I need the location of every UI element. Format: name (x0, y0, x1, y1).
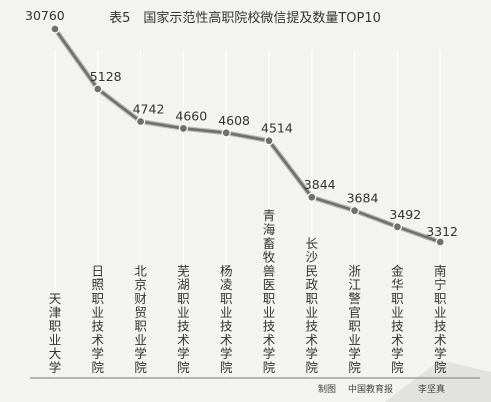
category-label: 青海畜牧兽医职业技术学院 (263, 208, 276, 375)
background-decoration (385, 360, 491, 402)
data-labels: 30760 5128 4742 4660 4608 4514 3844 3684 3492 331… (25, 8, 458, 239)
data-label: 4608 (218, 113, 250, 128)
category-label: 北京财贸职业学院 (134, 263, 147, 375)
chart-title: 表5 国家示范性高职院校微信提及数量TOP10 (109, 10, 381, 26)
data-point (178, 123, 188, 134)
data-label: 30760 (25, 8, 65, 23)
data-point (264, 136, 274, 146)
credit-producer-label: 制图 (318, 383, 336, 395)
data-point (350, 206, 360, 216)
data-label: 3492 (389, 207, 421, 222)
data-point (50, 24, 60, 34)
category-labels: 天津职业大学 日照职业技术学院 北京财贸职业学院 芜湖职业技术学院 杨凌职业技术学院 青海… (49, 208, 447, 375)
category-label: 芜湖职业技术学院 (177, 263, 190, 375)
data-point (435, 237, 445, 247)
data-points (50, 24, 445, 247)
category-label: 天津职业大学 (49, 291, 62, 375)
data-label: 5128 (90, 69, 122, 84)
category-label: 金华职业技术学院 (391, 263, 404, 375)
category-label: 杨凌职业技术学院 (220, 263, 233, 375)
grid-lines (54, 50, 441, 378)
credit-author: 李坚真 (418, 383, 445, 395)
data-label: 4742 (133, 102, 165, 117)
data-point (392, 222, 402, 232)
data-point (93, 84, 103, 94)
category-label: 浙江警官职业学院 (348, 263, 361, 375)
data-label: 3312 (426, 224, 458, 239)
data-label: 3844 (304, 177, 336, 192)
data-point (221, 128, 231, 138)
category-label: 日照职业技术学院 (92, 263, 105, 375)
data-label: 4660 (175, 108, 207, 123)
series-line (53, 28, 441, 244)
data-label: 4514 (261, 121, 293, 136)
category-label: 长沙民政职业技术学院 (306, 236, 319, 375)
data-point (307, 192, 317, 202)
series-line-group (52, 27, 442, 245)
data-point (136, 116, 146, 127)
category-label: 南宁职业技术学院 (434, 263, 447, 375)
credit-source: 中国教育报 (348, 383, 393, 395)
credits: 制图 中国教育报 李坚真 (318, 383, 445, 395)
data-label: 3684 (347, 191, 379, 206)
